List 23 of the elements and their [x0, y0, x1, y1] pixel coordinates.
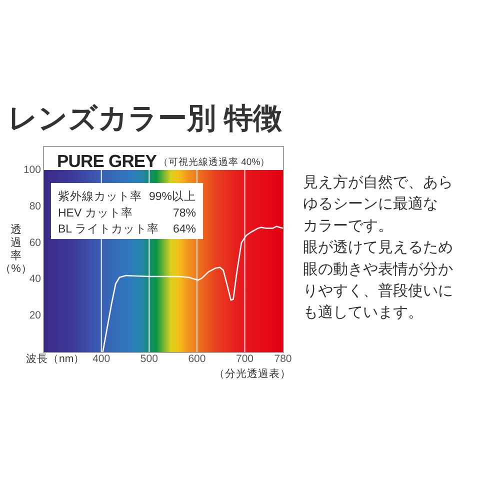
y-tick-label: 20: [29, 310, 42, 322]
annotation: 99%以上: [148, 190, 196, 203]
annotation: BL ライトカット率: [58, 222, 159, 236]
text: （分光透過表）: [214, 367, 291, 380]
annotation: 64%: [172, 224, 196, 236]
x-tick-label: 600: [188, 353, 206, 365]
x-tick-label: 400: [92, 353, 110, 365]
text: （可視光線透過率 40%）: [158, 156, 270, 168]
y-tick-label: 80: [29, 200, 42, 212]
y-tick-label: 40: [29, 273, 42, 286]
x-tick-label: 780: [274, 353, 292, 365]
text: 見え方が自然で、あらゆるシーンに最適なカラーです。: [303, 174, 453, 234]
y-tick-label: 100: [23, 164, 42, 176]
x-tick-label: 500: [140, 353, 158, 365]
chart-subtitle: PURE GREY: [57, 151, 158, 171]
x-tick-label: 700: [236, 353, 254, 365]
y-tick-label: 60: [29, 236, 42, 249]
annotation: HEV カット率: [58, 205, 133, 220]
annotation: 紫外線カット率: [58, 189, 142, 203]
x-axis-title: 波長（nm）: [26, 352, 85, 365]
annotation: 78%: [172, 207, 196, 220]
chart-title: レンズカラー別 特徴: [8, 103, 284, 135]
text: 眼が透けて見えるため眼の動きや表情が分かりやすく、普段使いにも適しています。: [303, 239, 453, 322]
